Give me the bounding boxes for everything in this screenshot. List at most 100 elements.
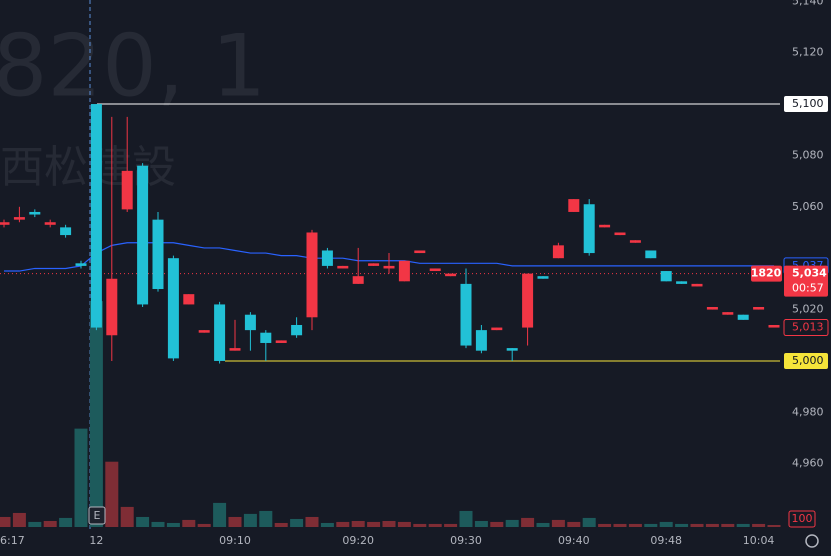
x-tick-label: 09:40	[558, 534, 590, 547]
volume-bar	[0, 516, 11, 527]
volume-bar	[228, 516, 242, 527]
volume-bar	[459, 510, 473, 527]
volume-bar	[259, 510, 273, 527]
volume-bar	[28, 521, 42, 527]
volume-bar	[274, 522, 288, 527]
volume-bar	[397, 521, 411, 527]
y-tick-label: 5,020	[792, 303, 824, 316]
candle-body	[60, 227, 72, 236]
x-tick-label: 09:48	[650, 534, 682, 547]
symbol-box	[751, 265, 782, 282]
volume-bar	[690, 523, 704, 527]
volume-bar	[628, 523, 642, 527]
candle-body	[44, 222, 56, 225]
candle-body	[475, 330, 487, 351]
volume-bar	[567, 521, 581, 527]
y-tick-label: 5,140	[792, 0, 824, 7]
volume-bar	[43, 520, 57, 527]
candle-body	[13, 217, 25, 220]
candle-body	[29, 211, 41, 215]
volume-bar	[151, 521, 165, 527]
settings-button[interactable]	[805, 534, 819, 548]
candle-body	[722, 312, 734, 315]
y-tick-label: 4,980	[792, 405, 824, 418]
symbol-label: 1820	[751, 267, 782, 280]
candle-body	[214, 304, 226, 361]
last-price-box	[784, 265, 828, 297]
volume-bar	[521, 517, 535, 527]
volume-bar	[120, 506, 134, 527]
volume-bar	[474, 520, 488, 527]
volume-marker-box	[788, 510, 816, 528]
x-tick-label: 10:04	[743, 534, 775, 547]
candle-body	[614, 232, 626, 236]
volume-bar	[659, 521, 673, 527]
y-tick-label: 4,960	[792, 457, 824, 470]
candle-body	[260, 332, 272, 343]
candle-body	[368, 263, 380, 266]
candle-body	[137, 165, 149, 305]
volume-bar	[613, 523, 627, 527]
volume-bar	[74, 428, 88, 527]
volume-bar	[367, 521, 381, 527]
session-marker	[88, 506, 106, 525]
candle-body	[383, 265, 395, 269]
x-tick-label: 09:30	[450, 534, 482, 547]
candle-body	[321, 250, 333, 266]
x-tick-label: 09:10	[219, 534, 251, 547]
candle-body	[445, 273, 457, 277]
candle-body	[229, 348, 241, 351]
candle-body	[0, 222, 10, 225]
candle-body	[768, 324, 780, 328]
candle-body	[645, 250, 657, 259]
candle-body	[629, 240, 641, 243]
candle-body	[676, 281, 688, 284]
candle-body	[706, 307, 718, 310]
alert-box	[783, 319, 829, 337]
candle-body	[398, 260, 410, 282]
volume-bar	[59, 517, 73, 527]
volume-bar	[444, 523, 458, 527]
volume-bar	[705, 523, 719, 527]
volume-bar	[320, 522, 334, 527]
candle-body	[90, 104, 102, 328]
volume-bar	[490, 521, 504, 527]
volume-bar	[413, 523, 427, 527]
volume-bar	[767, 524, 781, 527]
last-price-label: 5,034	[792, 267, 827, 280]
watermark-symbol: 1820, 1	[0, 16, 266, 116]
candle-body	[522, 273, 534, 328]
candle-body	[291, 324, 303, 336]
volume-bar	[136, 516, 150, 527]
watermark-name: 西松建設	[0, 142, 176, 193]
volume-bar	[582, 517, 596, 527]
volume-bar	[505, 519, 519, 527]
volume-bar	[213, 502, 227, 527]
volume-bar	[336, 521, 350, 527]
volume-bar	[105, 461, 119, 527]
price-line-box	[784, 352, 828, 369]
volume-bar	[243, 513, 257, 527]
volume-bar	[12, 512, 26, 527]
candle-body	[753, 307, 765, 310]
volume-bar	[290, 518, 304, 527]
volume-bar	[351, 520, 365, 527]
candle-body	[337, 265, 349, 269]
candle-body	[491, 327, 503, 331]
candle-body	[198, 330, 210, 333]
alert-label: 5,013	[792, 321, 824, 334]
candle-body	[106, 278, 118, 336]
candle-body	[660, 271, 672, 282]
price-line-label: 5,100	[792, 97, 824, 110]
candle-body	[552, 245, 564, 259]
countdown: 00:57	[792, 282, 824, 295]
volume-bar	[644, 523, 658, 527]
volume-bar	[166, 522, 180, 527]
price-line-label: 5,000	[792, 354, 824, 367]
y-tick-label: 5,080	[792, 148, 824, 161]
volume-bar	[382, 520, 396, 527]
volume-bar	[197, 523, 211, 527]
volume-marker-label: 100	[792, 512, 813, 525]
candle-body	[414, 250, 426, 254]
candle-body	[352, 276, 364, 284]
